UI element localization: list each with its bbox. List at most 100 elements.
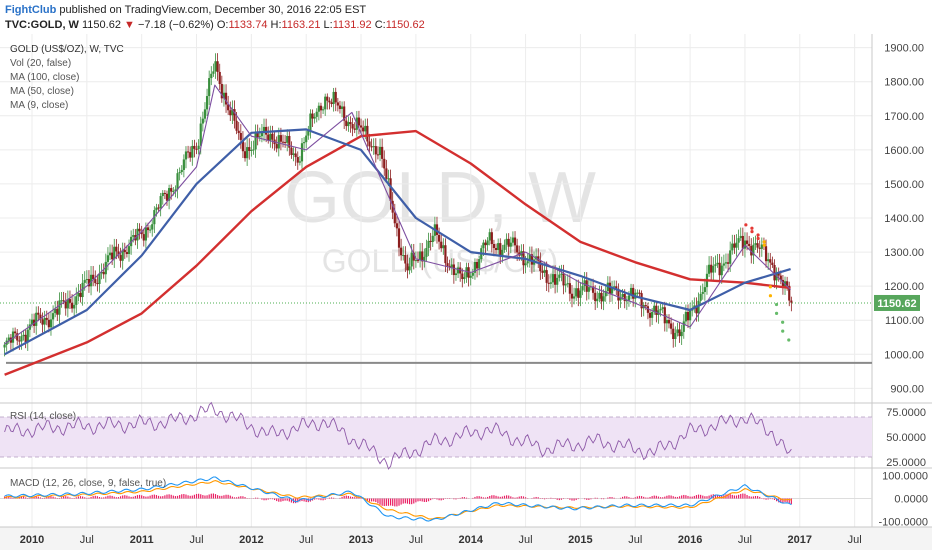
- candle: [11, 327, 15, 352]
- candle: [381, 138, 384, 168]
- legend-ma9[interactable]: MA (9, close): [10, 100, 68, 111]
- candle: [104, 253, 107, 283]
- rsi-tick-label: 25.0000: [886, 457, 926, 469]
- candle: [442, 238, 445, 255]
- candle: [404, 246, 407, 273]
- candle: [87, 270, 91, 293]
- candle: [509, 236, 512, 254]
- author-link[interactable]: FightClub: [5, 4, 57, 16]
- candle-body: [558, 274, 561, 278]
- candle: [186, 145, 190, 159]
- candle: [419, 242, 422, 268]
- candle: [541, 262, 544, 279]
- candle-body: [741, 235, 744, 249]
- candle-body: [309, 113, 312, 131]
- candle-body: [427, 240, 430, 248]
- candle: [286, 129, 289, 152]
- candle-body: [790, 300, 793, 303]
- candle: [461, 268, 464, 288]
- candle: [119, 247, 122, 268]
- candle-body: [473, 261, 477, 273]
- candle: [203, 102, 207, 123]
- candle-body: [408, 266, 411, 271]
- candle-body: [760, 244, 763, 249]
- candle-body: [461, 273, 464, 280]
- candle-body: [731, 243, 734, 251]
- candle: [368, 133, 371, 152]
- candle-body: [450, 264, 453, 268]
- candle-body: [440, 241, 443, 249]
- candle: [113, 238, 116, 268]
- candle: [494, 243, 498, 255]
- candle-body: [142, 234, 145, 241]
- candle-body: [596, 298, 599, 302]
- close-label: C:: [374, 19, 386, 31]
- candle: [689, 302, 692, 330]
- candle: [564, 275, 567, 293]
- candle: [710, 256, 713, 280]
- candle-body: [389, 178, 392, 201]
- legend-ma50[interactable]: MA (50, close): [10, 86, 74, 97]
- candle-body: [176, 173, 179, 190]
- rsi-label[interactable]: RSI (14, close): [10, 411, 76, 422]
- candle: [345, 115, 348, 131]
- legend-ma100[interactable]: MA (100, close): [10, 72, 79, 83]
- candle-body: [199, 123, 202, 146]
- candle: [212, 63, 215, 77]
- candle-body: [43, 317, 46, 325]
- candle-body: [235, 120, 238, 131]
- candle-body: [305, 135, 308, 143]
- candle: [309, 109, 312, 139]
- candle-body: [370, 146, 373, 148]
- candle-body: [423, 256, 426, 262]
- candle-body: [149, 229, 152, 231]
- candle-body: [743, 240, 747, 249]
- candle: [771, 256, 774, 268]
- candle: [35, 306, 38, 335]
- candle-body: [539, 260, 542, 272]
- candle: [305, 130, 308, 149]
- candle: [657, 305, 660, 324]
- candle-body: [47, 319, 50, 328]
- candle: [281, 134, 285, 148]
- candle-body: [319, 105, 323, 111]
- candle-body: [651, 311, 654, 318]
- candle: [452, 258, 455, 284]
- candle-body: [400, 247, 403, 256]
- candle-body: [543, 270, 546, 273]
- indicator-dot: [774, 302, 779, 307]
- candle-body: [328, 100, 331, 103]
- candle: [587, 279, 590, 300]
- candle: [676, 322, 679, 337]
- candle-body: [767, 259, 770, 262]
- candle: [575, 279, 578, 302]
- candle-body: [530, 254, 534, 265]
- candle: [151, 220, 154, 237]
- candle: [389, 169, 392, 210]
- candle: [138, 223, 141, 240]
- legend-vol[interactable]: Vol (20, false): [10, 58, 71, 69]
- candle: [182, 154, 185, 178]
- candle: [319, 102, 323, 119]
- candle: [307, 125, 310, 140]
- time-tick-label: 2015: [568, 534, 592, 546]
- candle-body: [547, 282, 550, 284]
- candle-body: [269, 133, 272, 141]
- candle-body: [195, 148, 198, 150]
- candle-body: [127, 246, 131, 255]
- candle: [92, 266, 95, 287]
- macd-label[interactable]: MACD (12, 26, close, 9, false, true): [10, 478, 166, 489]
- candle-body: [490, 232, 493, 245]
- price-tick-label: 1900.00: [884, 43, 924, 55]
- candle: [408, 257, 411, 275]
- candle: [205, 88, 209, 116]
- candle-body: [372, 146, 375, 148]
- candle-body: [507, 238, 510, 247]
- candle-body: [64, 301, 67, 309]
- candle: [115, 239, 118, 260]
- candle-body: [636, 292, 639, 294]
- candle: [507, 233, 510, 256]
- candle-body: [748, 243, 751, 246]
- candle-body: [146, 227, 150, 231]
